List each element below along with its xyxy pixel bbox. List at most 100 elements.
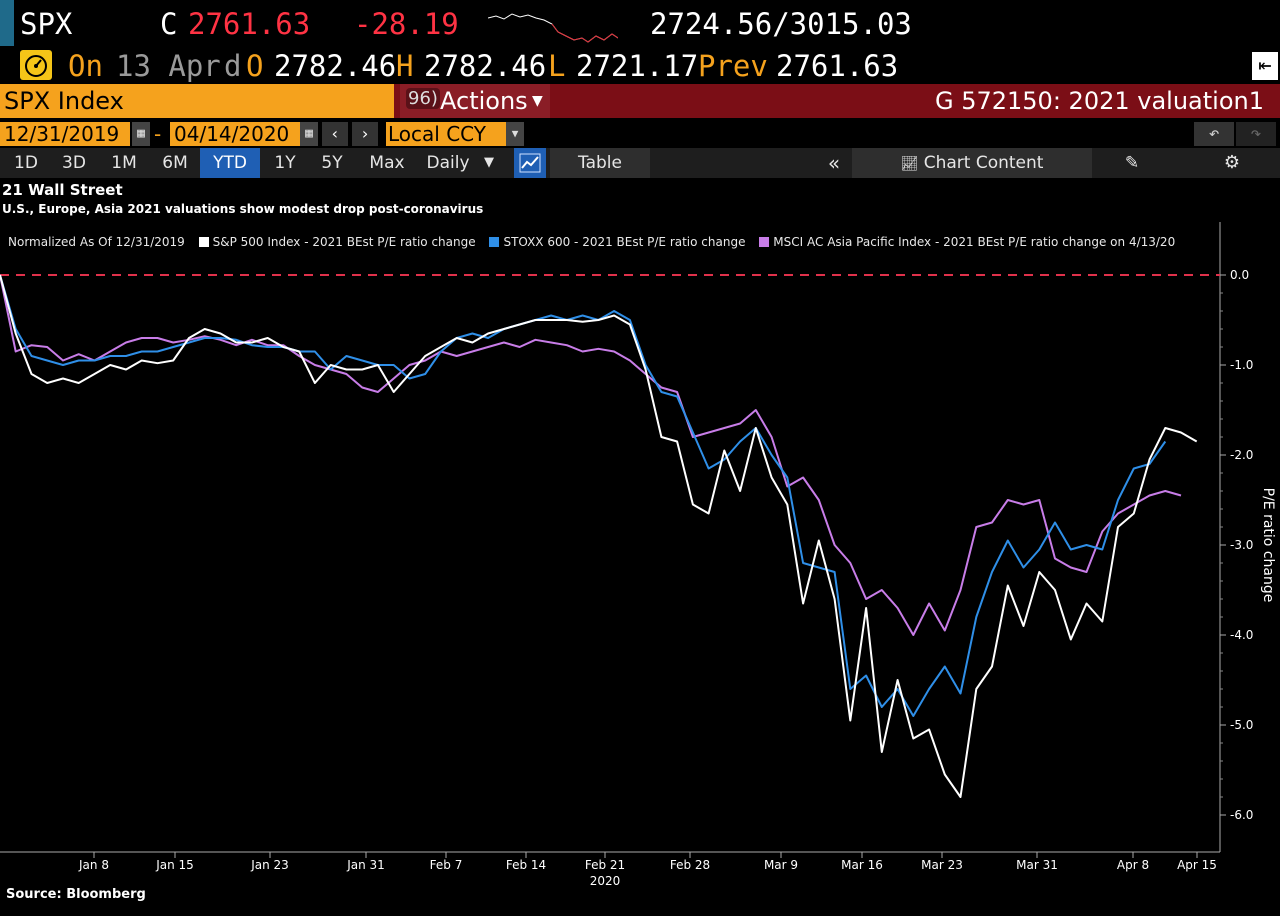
actions-label: Actions <box>440 87 528 115</box>
prev-value: 2761.63 <box>776 49 899 83</box>
legend-label: MSCI AC Asia Pacific Index - 2021 BEst P… <box>773 235 1176 249</box>
quote-bar: SPX C 2761.63 -28.19 2724.56/3015.03 <box>0 0 1280 48</box>
x-tick-label: Apr 15 <box>1177 858 1217 872</box>
export-arrow-icon[interactable]: ⇤ <box>1252 52 1278 80</box>
chevron-down-icon[interactable]: ▼ <box>484 155 494 170</box>
x-tick-label: Mar 23 <box>921 858 963 872</box>
x-tick-label: Feb 28 <box>670 858 710 872</box>
x-tick-label: Apr 8 <box>1117 858 1149 872</box>
legend-label: S&P 500 Index - 2021 BEst P/E ratio chan… <box>212 235 476 249</box>
chart-heading-subtitle: U.S., Europe, Asia 2021 valuations show … <box>2 202 484 216</box>
tab-1m[interactable]: 1M <box>111 153 137 173</box>
x-tick-label: Feb 14 <box>506 858 546 872</box>
prev-label: Prev <box>698 49 768 83</box>
start-date-input[interactable]: 12/31/2019 <box>0 122 130 146</box>
legend-item-stoxx[interactable]: STOXX 600 - 2021 BEst P/E ratio change <box>489 235 745 249</box>
tab-6m[interactable]: 6M <box>162 153 188 173</box>
y-tick-label: 0.0 <box>1230 268 1249 282</box>
high-label: H <box>396 49 414 83</box>
chevron-down-icon[interactable]: ▼ <box>506 122 524 146</box>
calendar-icon[interactable]: ▦ <box>132 122 150 146</box>
line-chart-icon[interactable] <box>514 148 546 178</box>
table-button[interactable]: Table <box>550 148 650 178</box>
on-label: On <box>68 49 103 83</box>
tab-1d[interactable]: 1D <box>14 153 38 173</box>
actions-number: 96) <box>406 88 440 109</box>
last-price-label: C <box>160 7 178 41</box>
chart-plot[interactable]: 0.0 -1.0 -2.0 -3.0 -4.0 -5.0 -6.0 P/E ratio cha… <box>0 222 1280 888</box>
y-tick-label: -6.0 <box>1230 808 1253 822</box>
y-tick-label: -3.0 <box>1230 538 1253 552</box>
legend-label: STOXX 600 - 2021 BEst P/E ratio change <box>503 235 746 249</box>
legend-normalized: Normalized As Of 12/31/2019 <box>8 235 185 249</box>
tab-ytd[interactable]: YTD <box>200 148 260 178</box>
msci-line <box>0 274 1182 636</box>
y-tick-label: -2.0 <box>1230 448 1253 462</box>
date-range-bar: 12/31/2019 ▦ - 04/14/2020 ▦ ‹ › Local CC… <box>0 120 1280 148</box>
tab-3d[interactable]: 3D <box>62 153 86 173</box>
x-tick-label: Feb 21 <box>585 858 625 872</box>
end-date-input[interactable]: 04/14/2020 <box>170 122 300 146</box>
chart-content-button[interactable]: 📈︎ Chart Content <box>852 148 1092 178</box>
open-label: O <box>246 49 264 83</box>
currency-select[interactable]: Local CCY <box>386 122 506 146</box>
security-field[interactable]: SPX Index <box>0 84 394 118</box>
last-price: 2761.63 <box>188 7 311 41</box>
y-tick-label: -1.0 <box>1230 358 1253 372</box>
x-tick-label: Feb 7 <box>430 858 463 872</box>
actions-menu[interactable]: 96) Actions ▼ <box>400 84 550 118</box>
collapse-icon[interactable]: « <box>827 151 841 175</box>
chart-content-icon: 📈︎ <box>900 156 919 172</box>
day-range: 2724.56/3015.03 <box>650 7 912 41</box>
chart-content-label: Chart Content <box>923 153 1044 173</box>
price-change: -28.19 <box>354 7 459 41</box>
tab-max[interactable]: Max <box>369 153 405 173</box>
tab-5y[interactable]: 5Y <box>321 153 343 173</box>
x-tick-label: Jan 8 <box>78 858 109 872</box>
tab-1y[interactable]: 1Y <box>274 153 296 173</box>
x-tick-label: Mar 9 <box>764 858 798 872</box>
market-gauge-icon[interactable] <box>20 50 52 80</box>
sp500-line <box>0 274 1198 798</box>
open-value: 2782.46 <box>274 49 397 83</box>
chart-title[interactable]: G 572150: 2021 valuation1 <box>934 87 1264 115</box>
ticker-marker <box>0 0 14 46</box>
y-tick-label: -5.0 <box>1230 718 1253 732</box>
command-bar: SPX Index 96) Actions ▼ G 572150: 2021 v… <box>0 84 1280 118</box>
y-axis-label: P/E ratio change <box>1260 488 1276 603</box>
stoxx-line <box>0 274 1167 717</box>
y-tick-label: -4.0 <box>1230 628 1253 642</box>
edit-icon[interactable]: ✎ <box>1124 153 1140 173</box>
legend-item-msci[interactable]: MSCI AC Asia Pacific Index - 2021 BEst P… <box>759 235 1175 249</box>
source-note: Source: Bloomberg <box>6 887 146 902</box>
ohlc-bar: On 13 Apr d O 2782.46 H 2782.46 L 2721.1… <box>0 48 1280 84</box>
gear-icon[interactable]: ⚙ <box>1223 152 1241 173</box>
date-separator: - <box>154 122 162 146</box>
legend: Normalized As Of 12/31/2019 S&P 500 Inde… <box>8 235 1175 249</box>
legend-swatch <box>759 237 770 247</box>
d-label: d <box>224 49 242 83</box>
undo-icon[interactable]: ↶ <box>1194 122 1234 146</box>
next-period-icon[interactable]: › <box>352 122 378 146</box>
low-label: L <box>548 49 566 83</box>
legend-swatch <box>198 237 209 247</box>
period-toolbar: 1D 3D 1M 6M YTD 1Y 5Y Max Daily ▼ Table … <box>0 148 1280 178</box>
frequency-select[interactable]: Daily <box>426 153 470 173</box>
chevron-down-icon: ▼ <box>532 93 543 109</box>
x-year-label: 2020 <box>590 874 621 888</box>
x-tick-label: Jan 15 <box>155 858 194 872</box>
redo-icon[interactable]: ↷ <box>1236 122 1276 146</box>
sparkline <box>488 13 618 43</box>
legend-swatch <box>489 237 500 247</box>
chart-heading-title: 21 Wall Street <box>2 181 123 199</box>
calendar-icon[interactable]: ▦ <box>300 122 318 146</box>
high-value: 2782.46 <box>424 49 547 83</box>
date-label: 13 Apr <box>116 49 221 83</box>
ticker-symbol[interactable]: SPX <box>20 7 73 41</box>
legend-item-sp500[interactable]: S&P 500 Index - 2021 BEst P/E ratio chan… <box>198 235 476 249</box>
x-tick-label: Jan 31 <box>346 858 385 872</box>
low-value: 2721.17 <box>576 49 699 83</box>
prev-period-icon[interactable]: ‹ <box>322 122 348 146</box>
x-tick-label: Mar 31 <box>1016 858 1058 872</box>
x-tick-label: Jan 23 <box>250 858 289 872</box>
